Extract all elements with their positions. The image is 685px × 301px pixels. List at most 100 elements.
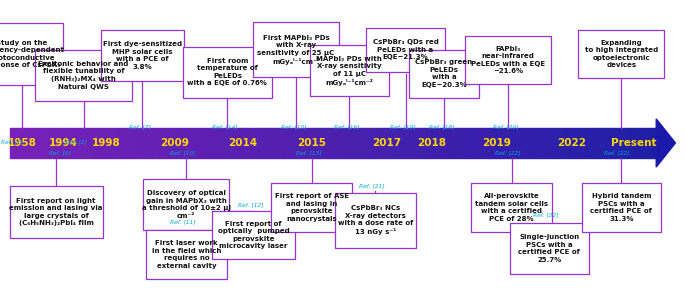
Polygon shape xyxy=(547,128,549,158)
Polygon shape xyxy=(51,128,53,158)
Polygon shape xyxy=(295,128,297,158)
Text: First report of
optically  pumped
perovskite
microcavity laser: First report of optically pumped perovsk… xyxy=(218,221,289,249)
Polygon shape xyxy=(197,128,200,158)
Polygon shape xyxy=(135,128,137,158)
Text: Ref. [1]: Ref. [1] xyxy=(1,139,23,144)
Polygon shape xyxy=(25,128,27,158)
Polygon shape xyxy=(152,128,155,158)
Polygon shape xyxy=(656,119,675,167)
Text: 1994: 1994 xyxy=(49,138,77,148)
Polygon shape xyxy=(609,128,611,158)
Polygon shape xyxy=(215,128,217,158)
Polygon shape xyxy=(251,128,253,158)
Polygon shape xyxy=(506,128,508,158)
Polygon shape xyxy=(536,128,538,158)
FancyBboxPatch shape xyxy=(471,183,552,232)
Polygon shape xyxy=(306,128,308,158)
Polygon shape xyxy=(495,128,497,158)
Polygon shape xyxy=(129,128,131,158)
FancyBboxPatch shape xyxy=(0,23,64,85)
Polygon shape xyxy=(185,128,187,158)
Text: Excitonic behavior and
flexible tunability of
(RNH₃)₂MX₄ with
Natural QWS: Excitonic behavior and flexible tunabili… xyxy=(38,61,129,89)
FancyBboxPatch shape xyxy=(253,23,339,77)
Polygon shape xyxy=(436,128,439,158)
Polygon shape xyxy=(77,128,79,158)
Polygon shape xyxy=(225,128,227,158)
Polygon shape xyxy=(555,128,557,158)
Polygon shape xyxy=(114,128,116,158)
Polygon shape xyxy=(34,128,36,158)
Polygon shape xyxy=(146,128,148,158)
Polygon shape xyxy=(79,128,82,158)
Polygon shape xyxy=(396,128,398,158)
Polygon shape xyxy=(645,128,647,158)
Polygon shape xyxy=(447,128,449,158)
Polygon shape xyxy=(47,128,49,158)
Text: Ref. [10]: Ref. [10] xyxy=(170,150,195,155)
Polygon shape xyxy=(191,128,193,158)
Polygon shape xyxy=(542,128,545,158)
Polygon shape xyxy=(532,128,534,158)
Polygon shape xyxy=(368,128,370,158)
Polygon shape xyxy=(336,128,338,158)
Polygon shape xyxy=(297,128,299,158)
Polygon shape xyxy=(217,128,219,158)
Polygon shape xyxy=(605,128,607,158)
Polygon shape xyxy=(161,128,163,158)
Polygon shape xyxy=(473,128,475,158)
FancyBboxPatch shape xyxy=(408,49,480,98)
Polygon shape xyxy=(32,128,34,158)
Text: 2022: 2022 xyxy=(558,138,586,148)
Polygon shape xyxy=(110,128,112,158)
Polygon shape xyxy=(127,128,129,158)
Polygon shape xyxy=(598,128,600,158)
Polygon shape xyxy=(137,128,140,158)
Polygon shape xyxy=(14,128,16,158)
Polygon shape xyxy=(27,128,29,158)
Polygon shape xyxy=(566,128,568,158)
Polygon shape xyxy=(163,128,165,158)
Polygon shape xyxy=(116,128,118,158)
Polygon shape xyxy=(443,128,445,158)
Polygon shape xyxy=(551,128,553,158)
Polygon shape xyxy=(512,128,514,158)
Polygon shape xyxy=(560,128,562,158)
Polygon shape xyxy=(148,128,150,158)
Text: Ref. [14]: Ref. [14] xyxy=(212,124,238,129)
Polygon shape xyxy=(236,128,238,158)
Polygon shape xyxy=(557,128,560,158)
Polygon shape xyxy=(477,128,480,158)
Polygon shape xyxy=(327,128,329,158)
Polygon shape xyxy=(279,128,282,158)
Polygon shape xyxy=(639,128,641,158)
Polygon shape xyxy=(71,128,73,158)
Polygon shape xyxy=(112,128,114,158)
Polygon shape xyxy=(349,128,351,158)
FancyBboxPatch shape xyxy=(182,46,273,98)
Polygon shape xyxy=(107,128,110,158)
Polygon shape xyxy=(64,128,66,158)
Polygon shape xyxy=(372,128,374,158)
Polygon shape xyxy=(266,128,269,158)
Text: First laser work
in the field which
requires no
external cavity: First laser work in the field which requ… xyxy=(151,240,221,268)
Polygon shape xyxy=(238,128,240,158)
Text: Single-junction
PSCs with a
certified PCE of
25.7%: Single-junction PSCs with a certified PC… xyxy=(519,234,580,262)
Polygon shape xyxy=(637,128,639,158)
Polygon shape xyxy=(370,128,372,158)
Polygon shape xyxy=(628,128,630,158)
Polygon shape xyxy=(142,128,144,158)
Text: Ref. [6]: Ref. [6] xyxy=(49,150,71,155)
Polygon shape xyxy=(361,128,364,158)
Polygon shape xyxy=(572,128,575,158)
Polygon shape xyxy=(66,128,69,158)
Polygon shape xyxy=(553,128,555,158)
Polygon shape xyxy=(200,128,202,158)
Text: Ref. [18]: Ref. [18] xyxy=(429,124,455,129)
Polygon shape xyxy=(318,128,321,158)
Polygon shape xyxy=(430,128,432,158)
Polygon shape xyxy=(344,128,346,158)
Text: First dye-sensitized
MHP solar cells
with a PCE of
3.8%: First dye-sensitized MHP solar cells wit… xyxy=(103,42,182,70)
Text: Ref. [13]: Ref. [13] xyxy=(296,150,321,155)
Polygon shape xyxy=(176,128,178,158)
Polygon shape xyxy=(564,128,566,158)
